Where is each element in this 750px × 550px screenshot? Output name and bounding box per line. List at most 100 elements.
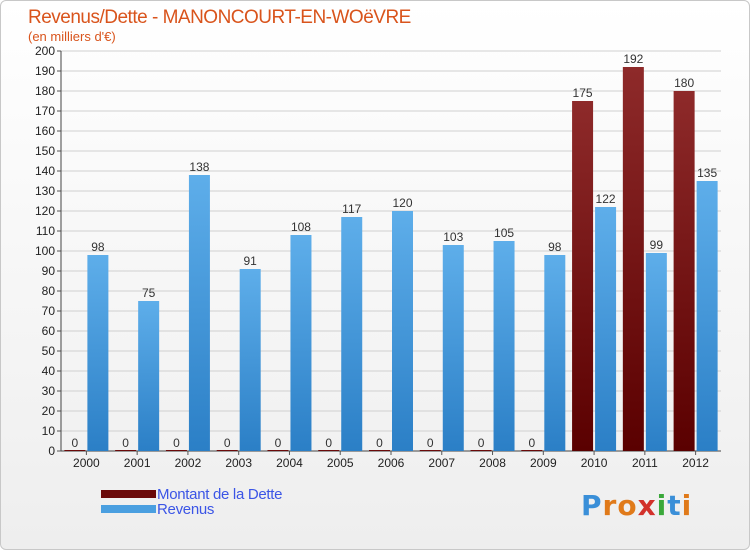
y-tick-label: 190: [35, 64, 55, 78]
revenus-bar: [544, 255, 566, 451]
data-label: 122: [596, 192, 616, 206]
dette-bar: [622, 67, 644, 451]
data-label: 98: [548, 240, 562, 254]
y-tick-label: 50: [42, 344, 56, 358]
legend-label-dette: Montant de la Dette: [157, 486, 283, 503]
y-tick-label: 180: [35, 84, 55, 98]
data-label: 75: [142, 286, 156, 300]
revenus-bar: [595, 207, 617, 451]
x-tick-label: 2007: [428, 456, 455, 470]
revenus-bar: [645, 253, 667, 451]
dette-bar: [470, 450, 492, 451]
dette-bar: [521, 450, 543, 451]
x-tick-label: 2001: [124, 456, 151, 470]
y-tick-label: 20: [42, 404, 56, 418]
y-tick-label: 40: [42, 364, 56, 378]
data-label: 0: [427, 436, 434, 450]
logo-letter: P: [581, 489, 603, 522]
data-label: 135: [697, 166, 717, 180]
logo-letter: o: [617, 489, 638, 522]
x-tick-label: 2002: [175, 456, 202, 470]
x-tick-label: 2009: [530, 456, 557, 470]
x-tick-label: 2011: [632, 456, 658, 470]
y-tick-label: 160: [35, 124, 55, 138]
y-tick-label: 170: [35, 104, 55, 118]
dette-bar: [572, 101, 594, 451]
data-label: 0: [275, 436, 282, 450]
logo-letter: r: [602, 489, 618, 522]
data-label: 0: [122, 436, 129, 450]
y-tick-label: 130: [35, 184, 55, 198]
chart-subtitle: (en milliers d'€): [28, 29, 116, 44]
x-tick-label: 2010: [581, 456, 608, 470]
revenus-bar: [138, 301, 160, 451]
revenus-bar: [696, 181, 718, 451]
y-tick-label: 10: [42, 424, 56, 438]
y-tick-label: 90: [42, 264, 56, 278]
data-label: 175: [573, 86, 593, 100]
dette-bar: [369, 450, 390, 451]
revenus-bar: [442, 245, 464, 451]
data-label: 120: [392, 196, 412, 210]
y-tick-label: 60: [42, 324, 56, 338]
y-tick-label: 70: [42, 304, 56, 318]
revenus-bar: [87, 255, 109, 451]
logo-letter: i: [656, 489, 668, 522]
revenus-bar: [341, 217, 363, 451]
data-label: 0: [528, 436, 535, 450]
logo-letter: t: [667, 489, 682, 522]
y-tick-label: 100: [35, 244, 55, 258]
y-tick-label: 200: [35, 44, 55, 58]
dette-bar: [165, 450, 187, 451]
data-label: 138: [189, 160, 209, 174]
legend-swatch-dette: [101, 490, 156, 498]
proxiti-logo: Proxiti: [581, 489, 692, 522]
chart-title: Revenus/Dette - MANONCOURT-EN-WOëVRE: [28, 7, 411, 28]
x-tick-label: 2012: [682, 456, 709, 470]
revenus-bar: [392, 211, 413, 451]
data-label: 180: [674, 76, 694, 90]
dette-bar: [216, 450, 238, 451]
revenus-bar: [493, 241, 515, 451]
data-label: 0: [224, 436, 231, 450]
data-label: 0: [325, 436, 332, 450]
data-label: 108: [291, 220, 311, 234]
data-label: 0: [376, 436, 383, 450]
data-label: 0: [478, 436, 485, 450]
y-tick-label: 110: [36, 224, 55, 238]
x-tick-label: 2003: [225, 456, 252, 470]
dette-bar: [267, 450, 289, 451]
x-tick-label: 2000: [73, 456, 100, 470]
data-label: 98: [91, 240, 105, 254]
revenus-bar: [290, 235, 312, 451]
dette-bar: [673, 91, 695, 451]
y-tick-label: 120: [35, 204, 55, 218]
data-label: 0: [72, 436, 79, 450]
x-tick-label: 2008: [479, 456, 506, 470]
data-label: 0: [173, 436, 180, 450]
data-label: 117: [342, 202, 361, 216]
y-tick-label: 30: [42, 384, 56, 398]
y-tick-label: 80: [42, 284, 56, 298]
dette-bar: [419, 450, 441, 451]
legend-label-revenus: Revenus: [157, 501, 215, 518]
legend-swatch-revenus: [101, 505, 156, 513]
data-label: 91: [244, 254, 258, 268]
dette-bar: [64, 450, 86, 451]
data-label: 192: [623, 52, 643, 66]
dette-bar: [318, 450, 340, 451]
data-label: 99: [650, 238, 664, 252]
logo-letter: i: [681, 489, 693, 522]
logo-letter: x: [637, 489, 657, 522]
dette-bar: [115, 450, 137, 451]
revenus-bar: [239, 269, 261, 451]
x-tick-label: 2004: [276, 456, 303, 470]
y-tick-label: 150: [35, 144, 55, 158]
data-label: 103: [443, 230, 463, 244]
y-tick-label: 0: [48, 444, 55, 458]
x-tick-label: 2006: [378, 456, 405, 470]
data-label: 105: [494, 226, 514, 240]
x-tick-label: 2005: [327, 456, 354, 470]
